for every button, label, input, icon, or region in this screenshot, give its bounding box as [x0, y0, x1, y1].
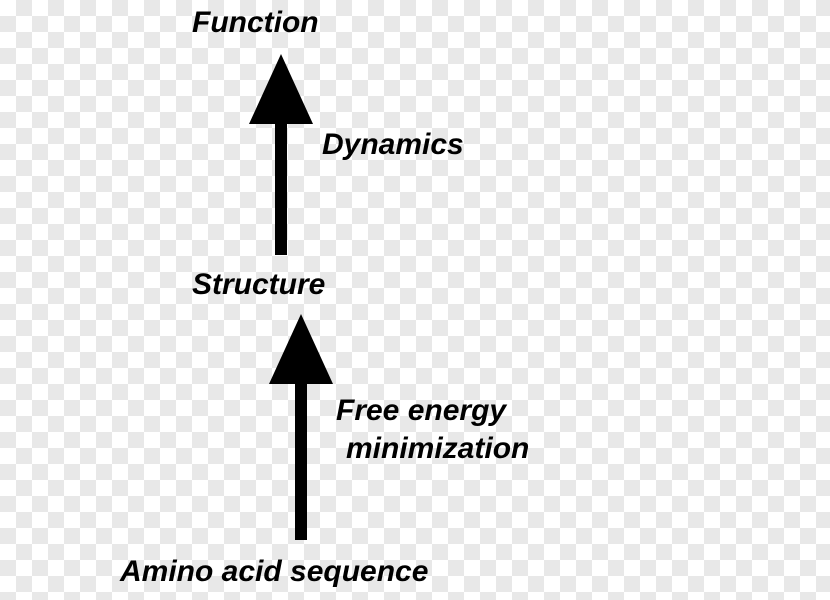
arrow-bottom: [269, 314, 333, 540]
level-function: Function: [192, 6, 319, 40]
level-amino-acid: Amino acid sequence: [120, 555, 428, 589]
arrow-top: [249, 54, 313, 255]
edge-label-free-energy-line2: minimization: [346, 432, 529, 466]
level-structure: Structure: [192, 268, 325, 302]
flowchart-diagram: Function Dynamics Structure Free energy …: [0, 0, 830, 600]
edge-label-dynamics: Dynamics: [322, 128, 464, 162]
edge-label-free-energy-line1: Free energy: [336, 394, 506, 428]
